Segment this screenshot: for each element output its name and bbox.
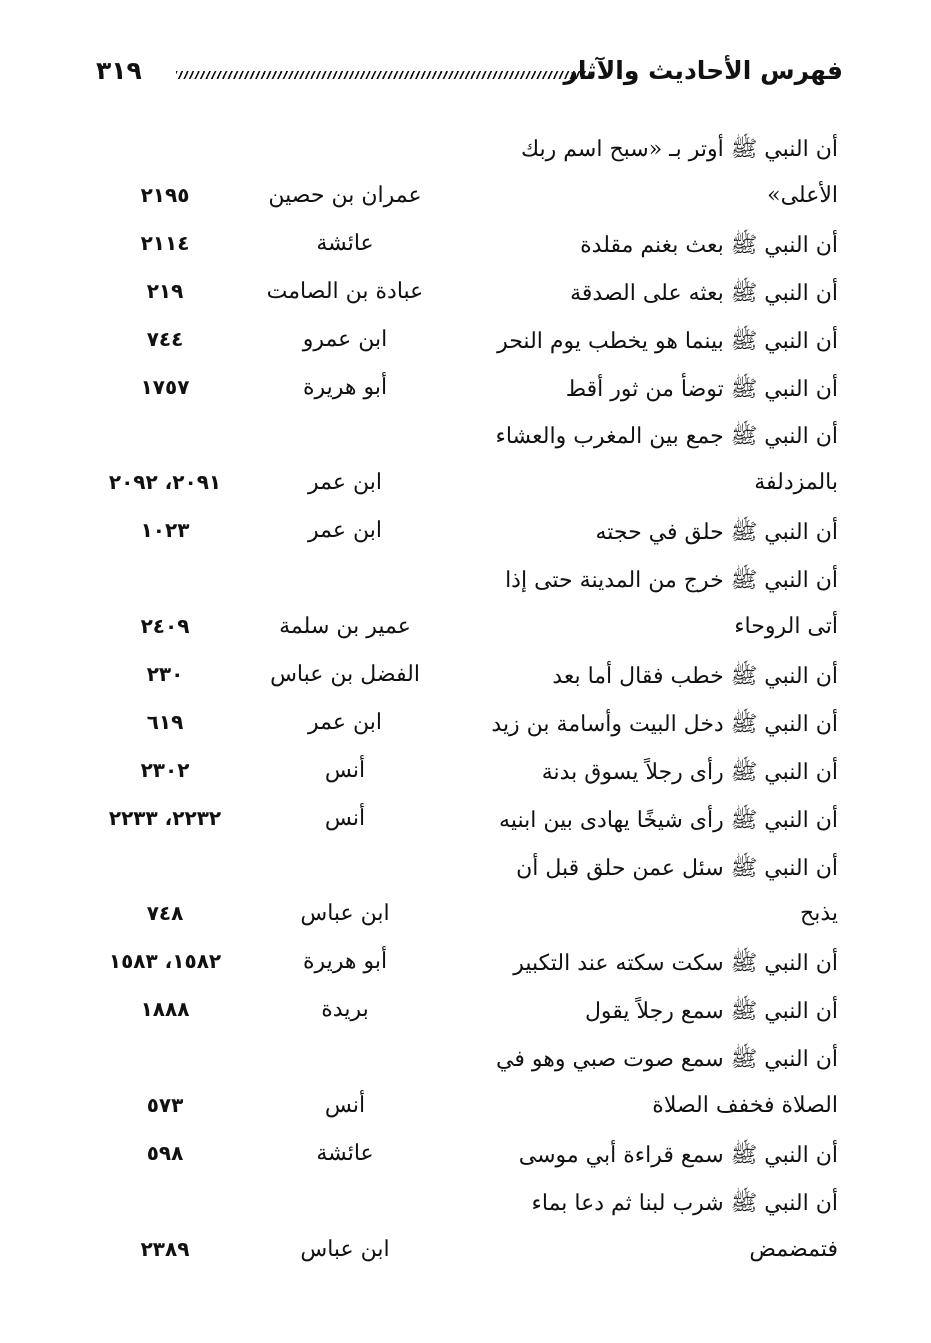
narrator: الفضل بن عباس bbox=[270, 661, 420, 687]
reference-number: ١٠٢٣ bbox=[140, 518, 190, 543]
index-row: أن النبي ﷺ سمع قراءة أبي موسى عائشة ٥٩٨ bbox=[0, 1133, 931, 1181]
index-row: أن النبي ﷺ بعث بغنم مقلدة عائشة ٢١١٤ bbox=[0, 223, 931, 271]
hadith-text: أن النبي ﷺ أوتر بـ «سبح اسم ربك bbox=[520, 137, 838, 162]
reference-number: ٢١٩ bbox=[146, 278, 184, 303]
narrator: عائشة bbox=[316, 230, 374, 256]
hadith-text: الأعلى» bbox=[767, 182, 838, 208]
reference-number: ١٨٨٨ bbox=[140, 997, 190, 1022]
hadith-text: أن النبي ﷺ رأى رجلاً يسوق بدنة bbox=[541, 759, 838, 785]
narrator: ابن عمر bbox=[308, 709, 382, 735]
narrator: ابن عمر bbox=[308, 518, 382, 544]
narrator: ابن عباس bbox=[300, 901, 390, 927]
reference-number: ٢٠٩١، ٢٠٩٢ bbox=[108, 470, 222, 495]
hadith-text: أن النبي ﷺ خطب فقال أما بعد bbox=[552, 663, 838, 689]
reference-number: ٥٧٣ bbox=[146, 1093, 184, 1117]
reference-number: ٢١١٤ bbox=[140, 230, 190, 255]
hadith-text: أن النبي ﷺ بعثه على الصدقة bbox=[570, 280, 838, 306]
hadith-text: أن النبي ﷺ سمع قراءة أبي موسى bbox=[518, 1142, 838, 1168]
index-row: أن النبي ﷺ سمع رجلاً يقول بريدة ١٨٨٨ bbox=[0, 989, 931, 1037]
index-row: أن النبي ﷺ خطب فقال أما بعد الفضل بن عباس… bbox=[0, 654, 931, 702]
header-rule bbox=[176, 71, 590, 79]
reference-number: ٥٩٨ bbox=[146, 1140, 184, 1165]
narrator: ابن عمر bbox=[308, 470, 382, 496]
hadith-text: الصلاة فخفف الصلاة bbox=[652, 1093, 838, 1118]
narrator: ابن عمرو bbox=[302, 326, 388, 352]
index-row: بالمزدلفة ابن عمر ٢٠٩١، ٢٠٩٢ bbox=[0, 462, 931, 510]
hadith-text: فتمضمض bbox=[749, 1236, 838, 1262]
hadith-text: أن النبي ﷺ خرج من المدينة حتى إذا bbox=[505, 568, 838, 594]
index-row: أن النبي ﷺ سكت سكته عند التكبير أبو هريرة… bbox=[0, 941, 931, 989]
reference-number: ١٥٨٢، ١٥٨٣ bbox=[108, 949, 222, 974]
hadith-text: أن النبي ﷺ شرب لبنا ثم دعا بماء bbox=[531, 1190, 838, 1216]
index-row: أن النبي ﷺ بينما هو يخطب يوم النحر ابن عم… bbox=[0, 319, 931, 367]
index-row: فتمضمض ابن عباس ٢٣٨٩ bbox=[0, 1229, 931, 1277]
index-row: أن النبي ﷺ رأى شيخًا يهادى بين ابنيه أنس ٢… bbox=[0, 798, 931, 846]
reference-number: ٦١٩ bbox=[146, 709, 184, 734]
index-row: أتى الروحاء عمير بن سلمة ٢٤٠٩ bbox=[0, 606, 931, 654]
reference-number: ٢٢٣٢، ٢٢٣٣ bbox=[108, 805, 222, 830]
hadith-text: أن النبي ﷺ سمع رجلاً يقول bbox=[584, 999, 838, 1025]
index-row: أن النبي ﷺ شرب لبنا ثم دعا بماء bbox=[0, 1181, 931, 1229]
index-row: أن النبي ﷺ دخل البيت وأسامة بن زيد ابن عم… bbox=[0, 702, 931, 750]
hadith-text: أن النبي ﷺ سئل عمن حلق قبل أن bbox=[516, 855, 838, 881]
reference-number: ٧٤٨ bbox=[146, 901, 184, 926]
reference-number: ٢٣٠٢ bbox=[140, 757, 190, 782]
index-row: أن النبي ﷺ سمع صوت صبي وهو في bbox=[0, 1037, 931, 1085]
hadith-text: أن النبي ﷺ حلق في حجته bbox=[595, 520, 838, 546]
index-row: أن النبي ﷺ بعثه على الصدقة عبادة بن الصام… bbox=[0, 271, 931, 319]
narrator: أنس bbox=[324, 757, 366, 783]
index-row: أن النبي ﷺ توضأ من ثور أقط أبو هريرة ١٧٥٧ bbox=[0, 367, 931, 415]
narrator: عمير بن سلمة bbox=[279, 614, 411, 639]
narrator: أنس bbox=[324, 805, 366, 831]
reference-number: ٧٤٤ bbox=[146, 326, 184, 351]
narrator: عائشة bbox=[316, 1140, 374, 1166]
index-row: الأعلى» عمران بن حصين ٢١٩٥ bbox=[0, 175, 931, 223]
narrator: بريدة bbox=[321, 997, 369, 1023]
hadith-text: أن النبي ﷺ توضأ من ثور أقط bbox=[565, 376, 838, 402]
reference-number: ٢١٩٥ bbox=[140, 182, 190, 207]
reference-number: ٢٣٨٩ bbox=[140, 1236, 190, 1261]
hadith-text: أن النبي ﷺ جمع بين المغرب والعشاء bbox=[495, 424, 839, 450]
hadith-text: أن النبي ﷺ دخل البيت وأسامة بن زيد bbox=[491, 711, 838, 737]
index-row: أن النبي ﷺ رأى رجلاً يسوق بدنة أنس ٢٣٠٢ bbox=[0, 750, 931, 798]
hadith-text: أن النبي ﷺ رأى شيخًا يهادى بين ابنيه bbox=[499, 807, 838, 833]
index-row: الصلاة فخفف الصلاة أنس ٥٧٣ bbox=[0, 1085, 931, 1133]
hadith-text: بالمزدلفة bbox=[754, 470, 838, 496]
reference-number: ١٧٥٧ bbox=[140, 374, 190, 399]
index-row: أن النبي ﷺ أوتر بـ «سبح اسم ربك bbox=[0, 127, 931, 175]
narrator: أبو هريرة bbox=[302, 374, 388, 400]
narrator: أنس bbox=[324, 1093, 366, 1118]
index-row: أن النبي ﷺ خرج من المدينة حتى إذا bbox=[0, 558, 931, 606]
narrator: عبادة بن الصامت bbox=[266, 278, 424, 304]
narrator: ابن عباس bbox=[300, 1236, 390, 1262]
index-row: يذبح ابن عباس ٧٤٨ bbox=[0, 893, 931, 941]
index-row: أن النبي ﷺ جمع بين المغرب والعشاء bbox=[0, 414, 931, 462]
index-row: أن النبي ﷺ حلق في حجته ابن عمر ١٠٢٣ bbox=[0, 510, 931, 558]
narrator: عمران بن حصين bbox=[268, 182, 422, 208]
index-row: أن النبي ﷺ سئل عمن حلق قبل أن bbox=[0, 846, 931, 894]
hadith-text: أن النبي ﷺ سمع صوت صبي وهو في bbox=[496, 1047, 838, 1073]
page-number: ٣١٩ bbox=[96, 56, 142, 85]
hadith-text: أن النبي ﷺ بينما هو يخطب يوم النحر bbox=[497, 328, 838, 354]
hadith-text: أن النبي ﷺ سكت سكته عند التكبير bbox=[513, 951, 838, 977]
reference-number: ٢٣٠ bbox=[146, 661, 184, 686]
hadith-text: أتى الروحاء bbox=[734, 614, 838, 639]
narrator: أبو هريرة bbox=[302, 949, 388, 975]
hadith-text: أن النبي ﷺ بعث بغنم مقلدة bbox=[580, 232, 838, 258]
reference-number: ٢٤٠٩ bbox=[140, 614, 190, 638]
running-head-title: فهرس الأحاديث والآثار bbox=[563, 56, 844, 85]
hadith-text: يذبح bbox=[800, 901, 838, 927]
